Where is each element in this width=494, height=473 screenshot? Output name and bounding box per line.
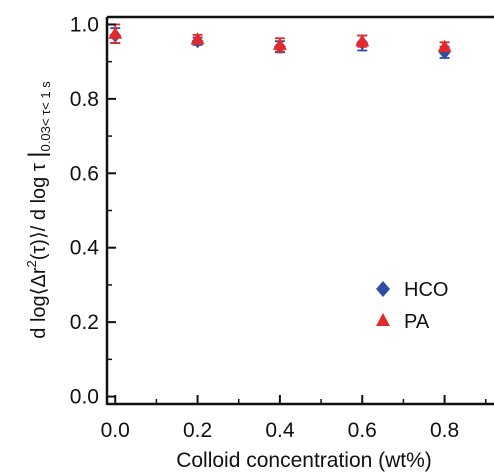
y-tick-label: 0.2	[70, 311, 99, 334]
x-tick-label: 0.4	[265, 419, 295, 442]
y-tick-label: 1.0	[70, 13, 99, 36]
y-axis-label-subscript: 0.03< τ< 1 s	[38, 81, 53, 152]
legend-item-hco: HCO	[376, 279, 448, 301]
legend-marker-pa	[376, 313, 390, 326]
legend-label-pa: PA	[404, 311, 430, 333]
y-axis-label: d log⟨Δr2(τ)⟩/ d log τ |0.03< τ< 1 s	[24, 81, 53, 339]
y-tick-label: 0.8	[70, 88, 99, 111]
legend-label-hco: HCO	[404, 279, 448, 301]
y-axis-label-langle: ⟨	[28, 288, 50, 296]
x-tick-label: 0.0	[101, 419, 130, 442]
y-axis-label-rangle: ⟩	[28, 231, 50, 239]
plot-marks	[108, 23, 452, 60]
data-point-pa	[437, 39, 452, 52]
data-point-pa	[108, 26, 123, 39]
data-point-pa	[190, 32, 205, 45]
axes	[105, 15, 494, 406]
y-tick-label: 0.6	[70, 162, 99, 185]
y-axis-label-tau-arg: (τ)	[28, 239, 50, 260]
y-tick-label: 0.4	[70, 237, 100, 260]
y-axis-label-middle: / d log τ	[28, 158, 50, 232]
data-point-pa	[272, 37, 287, 50]
ticks: 0.0 0.2 0.4 0.6 0.8 1.0 0.0 0.2 0.4 0.6 0.8	[70, 13, 487, 442]
y-axis-label-bar: |	[24, 151, 51, 157]
y-axis-label-delta-r: Δr	[28, 267, 50, 287]
y-axis-label-prefix: d log	[28, 295, 50, 338]
x-tick-label: 0.6	[348, 419, 377, 442]
legend: HCO PA	[376, 279, 448, 333]
x-tick-label: 0.8	[430, 419, 459, 442]
legend-item-pa: PA	[376, 311, 430, 333]
legend-marker-hco	[376, 281, 390, 297]
y-axis-label-exponent: 2	[24, 260, 39, 267]
y-tick-label: 0.0	[70, 386, 99, 409]
data-point-pa	[355, 34, 370, 47]
x-tick-label: 0.2	[183, 419, 212, 442]
x-axis-label: Colloid concentration (wt%)	[176, 449, 432, 472]
series-pa	[108, 23, 452, 53]
